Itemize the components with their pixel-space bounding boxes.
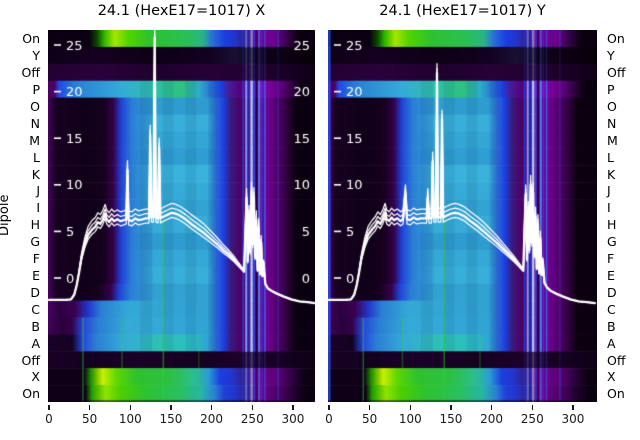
dipole-label: D (607, 284, 617, 300)
dipole-label: B (31, 318, 40, 334)
dipole-label: O (30, 98, 40, 114)
dipole-label: K (31, 166, 40, 182)
x-tick-mark (251, 405, 253, 410)
x-tick-mark (531, 405, 533, 410)
dipole-label: Off (21, 65, 40, 81)
dipole-label: G (30, 234, 40, 250)
x-tick-mark (491, 405, 493, 410)
dipole-label: L (33, 149, 40, 165)
dipole-label: Off (607, 65, 626, 81)
dipole-label: L (607, 149, 614, 165)
dipole-label: I (36, 200, 40, 216)
dipole-label: H (607, 217, 617, 233)
x-tick-mark (450, 405, 452, 410)
x-tick-label: 300 (281, 412, 305, 426)
x-tick-label: 200 (200, 412, 224, 426)
dipole-label: P (32, 82, 40, 98)
dipole-label: M (29, 132, 40, 148)
x-tick-label: 0 (45, 412, 53, 426)
x-tick-mark (129, 405, 131, 410)
dipole-label: H (30, 217, 40, 233)
x-tick-mark (170, 405, 172, 410)
dipole-label: X (31, 369, 40, 385)
dipole-labels-left: On Y Off P O N M L K J I H G F E D C B A Off X On (0, 30, 41, 402)
dipole-label: I (607, 200, 611, 216)
dipole-label: On (607, 31, 625, 47)
x-tick-label: 150 (159, 412, 183, 426)
dipole-label: A (607, 335, 616, 351)
dipole-label: O (607, 98, 617, 114)
dipole-label: On (22, 31, 40, 47)
dipole-label: J (607, 183, 611, 199)
dipole-label: B (607, 318, 616, 334)
left-panel-title: 24.1 (HexE17=1017) X (97, 3, 266, 19)
x-tick-label: 250 (520, 412, 544, 426)
dipole-label: E (32, 268, 40, 284)
dipole-label: Off (21, 352, 40, 368)
x-axis-left: 0 50 100 150 200 250 300 (45, 402, 315, 436)
dipole-label: N (607, 115, 617, 131)
dipole-label: F (607, 251, 615, 267)
dipole-label: On (22, 386, 40, 402)
dipole-labels-right: On Y Off P O N M L K J I H G F E D C B A Off X On (607, 30, 640, 402)
dipole-label: M (607, 132, 618, 148)
dipole-label: On (607, 386, 625, 402)
x-tick-mark (48, 405, 50, 410)
heatmap-panel-x (48, 30, 315, 402)
dipole-label: X (607, 369, 616, 385)
x-tick-mark (409, 405, 411, 410)
right-panel-title: 24.1 (HexE17=1017) Y (379, 3, 546, 19)
dipole-label: A (31, 335, 40, 351)
heatmap-panel-y (328, 30, 597, 402)
x-tick-label: 300 (561, 412, 585, 426)
x-tick-label: 50 (82, 412, 98, 426)
dipole-label: C (607, 301, 616, 317)
dipole-label: Y (607, 48, 615, 64)
dipole-label: Y (32, 48, 40, 64)
x-tick-label: 100 (398, 412, 422, 426)
x-tick-label: 200 (480, 412, 504, 426)
dipole-label: C (31, 301, 40, 317)
x-axis-right: 0 50 100 150 200 250 300 (325, 402, 597, 436)
dipole-label: Off (607, 352, 626, 368)
x-tick-mark (211, 405, 213, 410)
dipole-label: E (607, 268, 615, 284)
x-tick-mark (292, 405, 294, 410)
dipole-label: J (36, 183, 40, 199)
dipole-label: K (607, 166, 616, 182)
x-tick-mark (89, 405, 91, 410)
x-tick-label: 250 (240, 412, 264, 426)
x-tick-mark (572, 405, 574, 410)
x-tick-label: 50 (362, 412, 378, 426)
dipole-label: F (32, 251, 40, 267)
x-tick-label: 150 (439, 412, 463, 426)
x-tick-label: 100 (118, 412, 142, 426)
x-tick-mark (328, 405, 330, 410)
dipole-label: D (30, 284, 40, 300)
dipole-label: P (607, 82, 615, 98)
dipole-label: N (30, 115, 40, 131)
dipole-label: G (607, 234, 617, 250)
x-tick-mark (369, 405, 371, 410)
x-tick-label: 0 (325, 412, 333, 426)
